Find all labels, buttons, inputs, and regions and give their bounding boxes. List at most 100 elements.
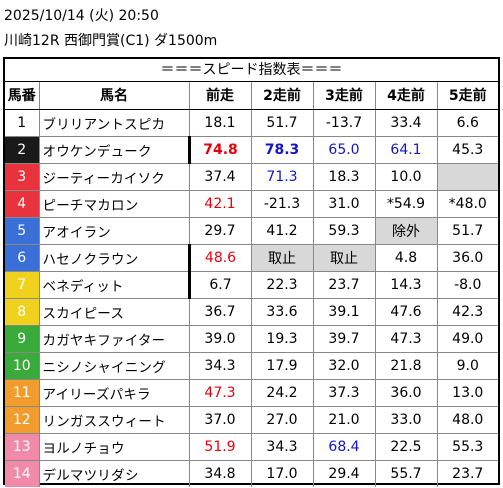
- horse-name: スカイピース: [39, 298, 190, 326]
- speed-index-value: 23.7: [452, 465, 484, 482]
- table-header-row: 馬番 馬名 前走 2走前 3走前 4走前 5走前: [5, 82, 498, 110]
- table-row: 13 ヨルノチョウ 51.9 34.3 68.4 22.5 55.3: [5, 433, 498, 461]
- table-row: 9 カガヤキファイター 39.0 19.3 39.7 47.3 49.0: [5, 325, 498, 353]
- horse-number: 3: [5, 163, 40, 191]
- horse-number: 2: [5, 136, 40, 164]
- speed-index-value: 4.8: [375, 244, 438, 272]
- col-header-name: 馬名: [39, 82, 190, 110]
- speed-index-value: 39.7: [313, 325, 376, 353]
- speed-index-value: 取止: [251, 244, 314, 272]
- horse-number: 5: [5, 217, 40, 245]
- horse-name: ヨルノチョウ: [39, 433, 190, 461]
- speed-index-value: 78.3: [251, 136, 314, 164]
- col-header-3-races-ago: 3走前: [313, 82, 376, 110]
- speed-index-value: 37.4: [189, 163, 252, 191]
- speed-index-value: *54.9: [375, 190, 438, 218]
- col-header-number: 馬番: [5, 82, 40, 110]
- speed-index-value: 34.3: [189, 352, 252, 380]
- speed-index-value: *48.0: [437, 190, 498, 218]
- speed-index-value: 36.0: [375, 379, 438, 407]
- speed-index-value: 6.6: [437, 109, 498, 137]
- table-row: 2 オウケンデューク 74.8 78.3 65.0 64.1 45.3: [5, 136, 498, 164]
- speed-index-value: 48.6: [189, 244, 252, 272]
- speed-index-value: 19.3: [251, 325, 314, 353]
- table-row: 11 アイリーズパキラ 47.3 24.2 37.3 36.0 13.0: [5, 379, 498, 407]
- table-row: 8 スカイピース 36.7 33.6 39.1 47.6 42.3: [5, 298, 498, 326]
- speed-index-value: 32.0: [313, 352, 376, 380]
- speed-index-value: 39.1: [313, 298, 376, 326]
- speed-index-value: -8.0: [437, 271, 498, 299]
- table-row: 10 ニシノシャイニング 34.3 17.9 32.0 21.8 9.0: [5, 352, 498, 380]
- speed-index-value: 39.0: [189, 325, 252, 353]
- table-row: 5 アオイラン 29.7 41.2 59.3 除外 51.7: [5, 217, 498, 245]
- table-row: 4 ピーチマカロン 42.1 -21.3 31.0 *54.9 *48.0: [5, 190, 498, 218]
- table-row: 1 ブリリアントスピカ 18.1 51.7 -13.7 33.4 6.6: [5, 109, 498, 137]
- speed-index-value: 55.3: [437, 433, 498, 461]
- speed-index-value: -13.7: [313, 109, 376, 137]
- speed-index-value: 22.5: [375, 433, 438, 461]
- horse-name: ハセノクラウン: [39, 244, 191, 272]
- horse-number: 13: [5, 433, 40, 461]
- speed-index-value: 29.4: [313, 460, 376, 487]
- horse-number: 14: [5, 460, 40, 487]
- speed-index-value: 21.8: [375, 352, 438, 380]
- horse-number: 8: [5, 298, 40, 326]
- horse-name: オウケンデューク: [39, 136, 191, 164]
- speed-index-value: 65.0: [313, 136, 376, 164]
- col-header-4-races-ago: 4走前: [375, 82, 438, 110]
- race-datetime: 2025/10/14 (火) 20:50: [4, 8, 159, 24]
- horse-number: 4: [5, 190, 40, 218]
- speed-index-value: 49.0: [437, 325, 498, 353]
- race-title: 川崎12R 西御門賞(C1) ダ1500m: [4, 33, 218, 49]
- horse-number: 1: [5, 109, 40, 137]
- speed-index-value: 6.7: [189, 271, 252, 299]
- speed-index-value: 47.3: [189, 379, 252, 407]
- speed-index-value: 42.3: [437, 298, 498, 326]
- speed-index-value: 51.7: [251, 109, 314, 137]
- table-row: 3 ジーティーカイソク 37.4 71.3 18.3 10.0: [5, 163, 498, 191]
- speed-index-value: 17.9: [251, 352, 314, 380]
- speed-index-value: 9.0: [437, 352, 498, 380]
- speed-index-value: 36.7: [189, 298, 252, 326]
- speed-index-value: 23.7: [313, 271, 376, 299]
- speed-index-value: 27.0: [251, 406, 314, 434]
- horse-number: 10: [5, 352, 40, 380]
- horse-name: デルマツリダシ: [39, 460, 190, 487]
- speed-index-value: 42.1: [189, 190, 252, 218]
- speed-index-value: 64.1: [375, 136, 438, 164]
- speed-index-value: 14.3: [375, 271, 438, 299]
- horse-name: ベネディット: [39, 271, 191, 299]
- speed-index-value: 41.2: [251, 217, 314, 245]
- table-row: 6 ハセノクラウン 48.6 取止 取止 4.8 36.0: [5, 244, 498, 272]
- speed-index-value: 51.9: [189, 433, 252, 461]
- speed-index-value: 47.6: [375, 298, 438, 326]
- horse-number: 11: [5, 379, 40, 407]
- speed-index-value: 18.3: [313, 163, 376, 191]
- speed-index-value: 取止: [313, 244, 376, 272]
- speed-index-value: 24.2: [251, 379, 314, 407]
- col-header-5-races-ago: 5走前: [437, 82, 498, 110]
- horse-name: ジーティーカイソク: [39, 163, 190, 191]
- speed-index-value: 21.0: [313, 406, 376, 434]
- speed-index-value: [437, 163, 498, 191]
- speed-index-value: 22.3: [251, 271, 314, 299]
- speed-index-value: 36.0: [437, 244, 498, 272]
- horse-number: 6: [5, 244, 40, 272]
- table-row: 7 ベネディット 6.7 22.3 23.7 14.3 -8.0: [5, 271, 498, 299]
- speed-index-value: 18.1: [189, 109, 252, 137]
- speed-index-value: 37.0: [189, 406, 252, 434]
- horse-name: カガヤキファイター: [39, 325, 190, 353]
- speed-index-value: 47.3: [375, 325, 438, 353]
- horse-name: ブリリアントスピカ: [39, 109, 190, 137]
- speed-index-sheet: ＝＝＝スピード指数表＝＝＝ 馬番 馬名 前走 2走前 3走前 4走前 5走前 1…: [3, 57, 500, 487]
- speed-index-value: 34.3: [251, 433, 314, 461]
- speed-index-value: 33.6: [251, 298, 314, 326]
- speed-index-value: 17.0: [251, 460, 314, 487]
- speed-index-value: 74.8: [189, 136, 252, 164]
- speed-index-value: 59.3: [313, 217, 376, 245]
- horse-name: リンガススウィート: [39, 406, 190, 434]
- horse-number: 7: [5, 271, 40, 299]
- table-row: 12 リンガススウィート 37.0 27.0 21.0 33.0 48.0: [5, 406, 498, 434]
- horse-name: ニシノシャイニング: [39, 352, 190, 380]
- speed-index-value: 48.0: [437, 406, 498, 434]
